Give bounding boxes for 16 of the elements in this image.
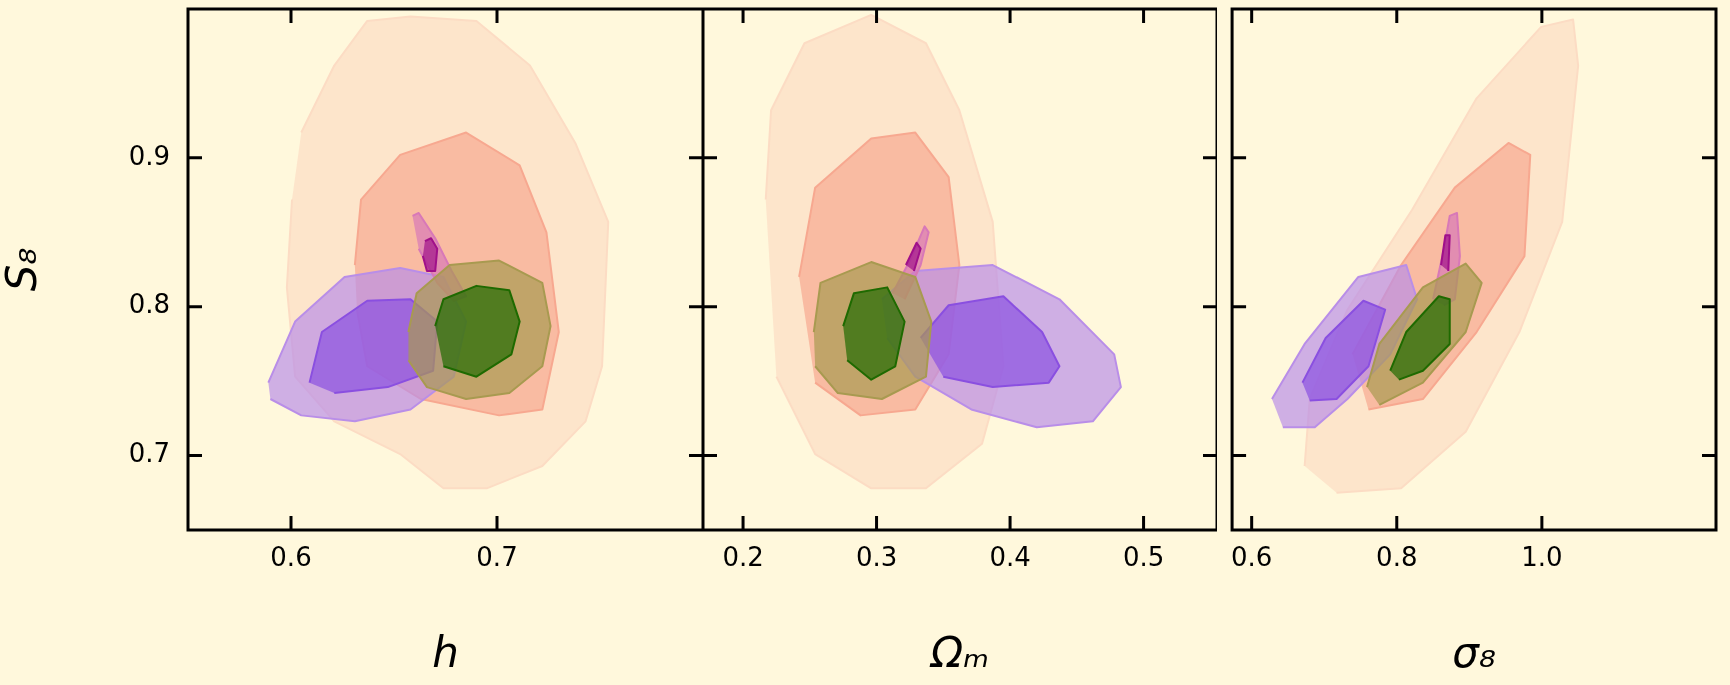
x-tick-label: 0.4 [989,542,1031,573]
y-axis-title: S₈ [0,247,47,292]
x-axis-title: σ₈ [1452,627,1496,677]
x-tick-label: 0.7 [476,542,518,573]
x-axis-title: h [432,627,459,677]
x-tick-label: 0.6 [1230,542,1273,573]
x-tick-label: 0.6 [270,542,312,573]
x-tick-label: 0.5 [1122,542,1165,573]
y-tick-label: 0.8 [128,289,170,320]
x-tick-label: 0.2 [722,542,764,573]
y-tick-label: 0.7 [128,438,170,469]
x-tick-label: 0.8 [1376,542,1418,573]
y-tick-label: 0.9 [128,140,170,171]
x-tick-label: 0.3 [855,542,898,573]
x-tick-label: 1.0 [1521,542,1563,573]
x-axis-title: Ωₘ [928,627,990,677]
